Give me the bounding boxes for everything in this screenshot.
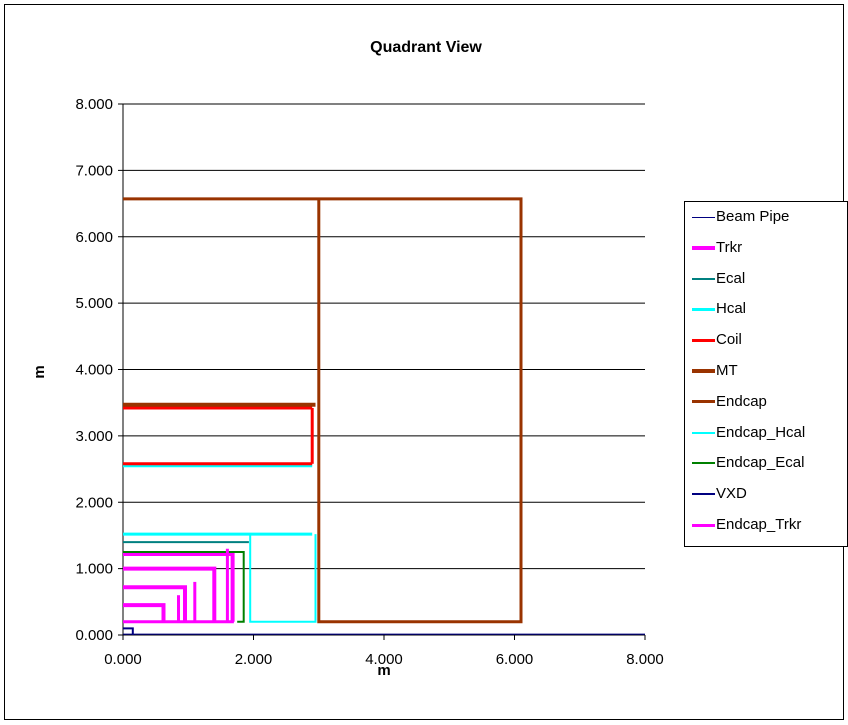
chart-title: Quadrant View	[370, 39, 482, 56]
legend-label: Endcap_Trkr	[716, 516, 802, 533]
y-tick-label: 0.000	[75, 627, 113, 644]
legend: Beam Pipe Trkr Ecal Hcal Coil MT Endcap Endcap_…	[684, 201, 848, 547]
x-tick-label: 8.000	[626, 651, 664, 668]
legend-label: Beam Pipe	[716, 208, 790, 225]
legend-swatch	[692, 307, 715, 311]
legend-label: VXD	[716, 485, 747, 503]
legend-swatch	[692, 400, 715, 404]
axes	[118, 103, 646, 640]
legend-item-beam-pipe: Beam Pipe	[685, 207, 848, 227]
series-layer	[123, 197, 645, 635]
series-line-trkr	[123, 585, 187, 622]
x-axis-title: m	[377, 662, 390, 679]
legend-swatch	[692, 245, 715, 250]
legend-item-endcap-hcal: Endcap_Hcal	[685, 423, 848, 443]
legend-item-ecal: Ecal	[685, 269, 848, 289]
y-tick-label: 7.000	[75, 162, 113, 179]
legend-item-hcal: Hcal	[685, 299, 848, 319]
legend-label: Trkr	[716, 238, 743, 256]
legend-swatch	[692, 462, 715, 465]
legend-item-vxd: VXD	[685, 484, 848, 504]
y-tick-label: 2.000	[75, 494, 113, 511]
series-line-trkr	[123, 552, 235, 622]
x-tick-label: 0.000	[104, 651, 142, 668]
legend-swatch	[692, 493, 715, 496]
legend-swatch	[692, 338, 715, 342]
series-endcap-ecal	[123, 551, 245, 623]
x-tick-label: 4.000	[365, 651, 403, 668]
series-line-endcap-ecal	[123, 551, 245, 623]
series-line-endcap-hcal	[249, 534, 317, 623]
legend-item-endcap: Endcap	[685, 392, 848, 412]
gridlines	[123, 103, 645, 570]
legend-swatch	[692, 216, 715, 218]
legend-label: Hcal	[716, 300, 747, 318]
legend-item-trkr: Trkr	[685, 238, 848, 258]
legend-label: MT	[716, 362, 738, 379]
y-tick-label: 1.000	[75, 561, 113, 578]
series-endcap-hcal	[249, 534, 317, 623]
legend-item-endcap-trkr: Endcap_Trkr	[685, 515, 848, 535]
legend-label: Endcap_Hcal	[716, 423, 806, 441]
y-axis-title: m	[31, 365, 48, 378]
series-vxd	[123, 627, 134, 635]
series-endcap	[123, 197, 523, 624]
legend-swatch	[692, 523, 715, 527]
legend-swatch	[692, 369, 715, 373]
legend-swatch	[692, 277, 715, 280]
y-tick-label: 5.000	[75, 295, 113, 312]
series-line-trkr	[123, 603, 166, 622]
series-trkr	[123, 552, 235, 622]
series-endcap-trkr	[123, 548, 234, 624]
y-tick-label: 3.000	[75, 428, 113, 445]
series-coil	[123, 406, 314, 466]
series-line-vxd	[123, 627, 134, 635]
legend-label: Coil	[716, 331, 742, 349]
legend-label: Endcap	[716, 392, 767, 410]
y-tick-label: 4.000	[75, 362, 113, 379]
x-tick-label: 6.000	[496, 651, 534, 668]
x-tick-label: 2.000	[235, 651, 273, 668]
legend-swatch	[692, 431, 715, 434]
y-tick-label: 8.000	[75, 96, 113, 113]
tick-labels: 0.000 1.000 2.000 3.000 4.000 5.000 6.000 7.000…	[75, 96, 663, 668]
series-hcal	[123, 464, 313, 536]
legend-item-coil: Coil	[685, 330, 848, 350]
series-line-trkr	[123, 566, 217, 622]
legend-item-endcap-ecal: Endcap_Ecal	[685, 453, 848, 473]
legend-item-mt: MT	[685, 361, 848, 381]
legend-label: Endcap_Ecal	[716, 454, 805, 472]
legend-label: Ecal	[716, 269, 746, 287]
y-tick-label: 6.000	[75, 229, 113, 246]
series-line-endcap	[123, 197, 523, 624]
